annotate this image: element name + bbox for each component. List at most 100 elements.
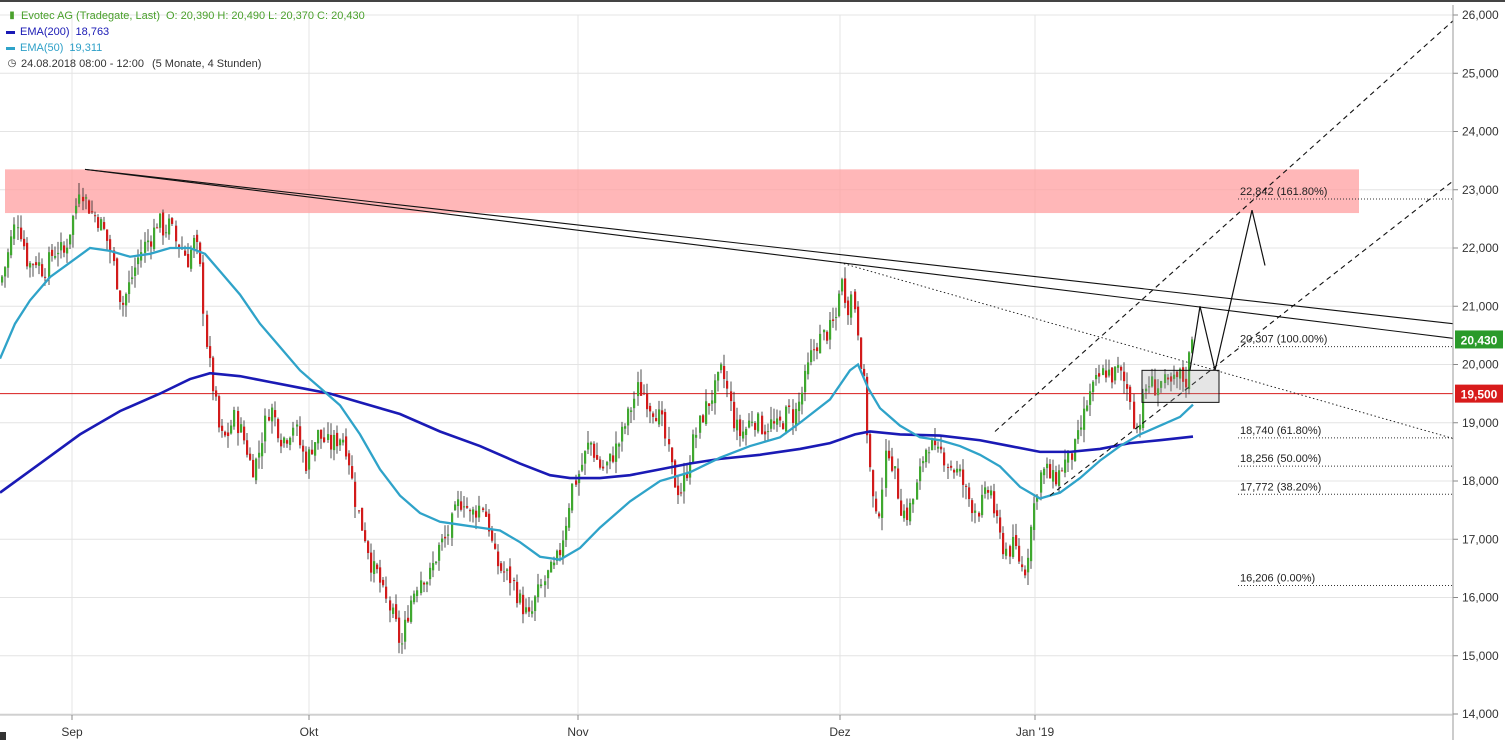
candle-body xyxy=(438,544,441,561)
candle-body xyxy=(320,429,323,439)
trendline-solid[interactable] xyxy=(84,168,1454,339)
candle-body xyxy=(934,439,937,446)
candle-body xyxy=(1126,384,1129,389)
ema50-label: EMA(50) xyxy=(20,42,64,54)
candle-body xyxy=(888,450,891,459)
legend-ema200: EMA(200) 18,763 xyxy=(6,24,365,40)
candle-body xyxy=(993,491,996,514)
time-axis[interactable]: Sep Okt Nov Dez Jan '19 xyxy=(0,714,1453,740)
candle-body xyxy=(646,393,649,410)
candle-body xyxy=(106,229,109,241)
candle-body xyxy=(711,400,714,404)
candle-body xyxy=(835,317,838,319)
candle-body xyxy=(1061,470,1064,472)
candle-body xyxy=(1173,374,1176,379)
candle-body xyxy=(429,567,432,580)
candle-body xyxy=(767,431,770,433)
candle-body xyxy=(196,234,199,242)
candle-body xyxy=(69,234,72,245)
current-price-badge-bg xyxy=(1455,330,1503,349)
candle-body xyxy=(903,510,906,519)
candle-body xyxy=(720,364,723,371)
candle-body xyxy=(72,215,75,235)
candle-body xyxy=(302,445,305,452)
candle-body xyxy=(367,541,370,554)
candle-body xyxy=(702,415,705,423)
candle-body xyxy=(215,390,218,397)
candle-body xyxy=(596,454,599,460)
candle-body xyxy=(420,580,423,594)
candle-body xyxy=(745,428,748,436)
candle-body xyxy=(602,466,605,469)
candle-body xyxy=(416,590,419,596)
candle-body xyxy=(544,581,547,586)
candle-body xyxy=(140,252,143,261)
candle-body xyxy=(171,218,174,224)
candle-body xyxy=(671,447,674,463)
candle-body xyxy=(807,362,810,375)
candle-body xyxy=(981,494,984,516)
candle-body xyxy=(801,392,804,405)
scroll-handle[interactable] xyxy=(0,732,6,740)
trendline-dashed[interactable] xyxy=(1049,180,1454,496)
candle-body xyxy=(788,405,791,407)
candle-body xyxy=(947,466,950,468)
candle-body xyxy=(103,222,106,229)
trendline-solid[interactable] xyxy=(84,168,1454,325)
candle-body xyxy=(677,485,680,496)
candle-body xyxy=(925,449,928,463)
candle-body xyxy=(751,421,754,423)
candle-body xyxy=(916,482,919,500)
candle-body xyxy=(314,442,317,456)
candle-body xyxy=(792,409,795,423)
candle-body xyxy=(1164,374,1167,384)
ema50-swatch xyxy=(6,46,15,50)
price-axis[interactable]: 14,000 15,000 16,000 17,000 18,000 19,000 20,0… xyxy=(1452,5,1503,740)
candle-body xyxy=(782,423,785,430)
candle-body xyxy=(1058,470,1061,486)
candle-body xyxy=(147,240,150,243)
candle-body xyxy=(361,507,364,531)
candle-body xyxy=(894,466,897,469)
candle-body xyxy=(354,481,357,507)
candle-body xyxy=(609,453,612,462)
candle-body xyxy=(1046,463,1049,469)
candle-body xyxy=(912,499,915,505)
ema50-value: 19,311 xyxy=(69,42,103,54)
candle-body xyxy=(423,582,426,585)
candle-body xyxy=(519,593,522,603)
candle-body xyxy=(478,505,481,518)
candle-body xyxy=(1098,373,1101,377)
x-tick-label: Dez xyxy=(829,725,850,739)
candle-body xyxy=(246,440,249,455)
candle-body xyxy=(488,513,491,532)
candle-body xyxy=(1015,535,1018,547)
candle-body xyxy=(109,239,112,252)
ema50-line xyxy=(0,246,1194,561)
candle-body xyxy=(714,380,717,404)
candle-body xyxy=(447,534,450,536)
trendline-dashed[interactable] xyxy=(994,20,1454,432)
candle-body xyxy=(559,549,562,556)
candle-body xyxy=(571,483,574,511)
candle-body xyxy=(658,409,661,425)
candle-body xyxy=(156,227,159,229)
fib-level-label: 16,206 (0.00%) xyxy=(1240,573,1315,585)
candle-body xyxy=(283,437,286,444)
candle-body xyxy=(1123,371,1126,382)
trendlines[interactable] xyxy=(84,20,1454,496)
ema200-line xyxy=(0,371,1194,494)
candle-body xyxy=(54,256,57,258)
candle-body xyxy=(606,462,609,466)
candle-body xyxy=(1154,379,1157,396)
candle-body xyxy=(122,302,125,305)
candle-body xyxy=(832,319,835,321)
candle-body xyxy=(32,264,35,266)
candle-body xyxy=(534,596,537,612)
candle-body xyxy=(17,227,20,229)
candle-body xyxy=(1067,450,1070,463)
candle-body xyxy=(209,346,212,359)
candle-body xyxy=(990,490,993,496)
x-tick-label: Sep xyxy=(61,725,83,739)
